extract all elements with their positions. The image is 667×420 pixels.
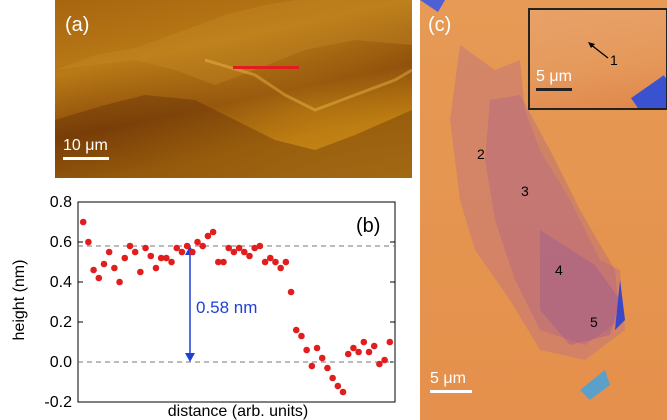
y-axis-label: height (nm) [11,260,28,341]
data-point [334,382,342,390]
data-point [189,248,196,256]
panel-a-scale-label: 10 μm [63,137,108,154]
y-tick-label: 0.4 [50,274,72,291]
data-point [105,248,113,256]
data-point [298,332,305,340]
data-point [230,248,238,256]
panel-a-scale-bar [63,157,109,160]
x-axis-label: distance (arb. units) [168,403,309,420]
afm-terraces [55,0,412,178]
marker-5: 5 [590,314,598,330]
data-point [355,348,362,356]
data-point [194,238,201,246]
height-profile-chart: -0.2 0.0 0.2 0.4 0.6 0.8 (b) 0.58 nm distance… [11,194,396,420]
inset-scale-label: 5 μm [536,68,572,85]
data-point [204,232,212,240]
afm-image-panel: (a) 10 μm [55,0,412,178]
data-point [215,258,222,266]
y-tick-label: -0.2 [44,394,72,411]
optical-image-panel: (c) 1 5 μm 2 3 4 5 5 μm [420,0,667,420]
data-point [324,364,331,372]
panel-c-scale-bar [430,390,472,393]
y-tick-label: 0.0 [50,354,72,371]
data-point [137,268,144,276]
height-annotation: 0.58 nm [196,298,257,317]
data-point [79,218,87,226]
data-point [209,228,217,236]
marker-4: 4 [555,262,563,278]
y-tick-labels: -0.2 0.0 0.2 0.4 0.6 0.8 [44,194,72,411]
data-point [376,360,383,368]
data-point [111,264,118,272]
data-point [303,346,310,354]
profile-line [233,66,299,69]
data-point [350,344,357,352]
data-point [287,288,295,296]
data-point [272,258,279,266]
y-tick-label: 0.8 [50,194,72,211]
data-point [292,326,300,334]
data-point [152,264,160,272]
data-point [318,354,326,362]
data-point [126,242,134,250]
data-point [168,258,175,266]
data-point [131,248,139,256]
data-point [344,350,352,358]
reference-lines [78,245,395,363]
data-point [381,356,388,364]
data-point [339,388,347,396]
plot-frame [77,201,396,403]
data-point [386,338,394,346]
y-tick-label: 0.6 [50,234,72,251]
y-tick-label: 0.2 [50,314,72,331]
flake-shapes [420,0,625,400]
data-point [90,266,97,274]
data-point [277,264,284,272]
data-point [365,348,373,356]
data-point [256,242,264,250]
data-point [370,342,378,350]
data-point [240,248,248,256]
data-point [282,258,290,266]
data-point [173,244,181,252]
data-point [225,244,233,252]
data-point [313,344,321,352]
panel-a-label: (a) [65,14,90,36]
data-point [157,254,165,262]
data-point [183,242,191,250]
height-arrow-head-bottom [185,353,195,362]
data-point [95,274,103,282]
data-point [147,252,155,260]
data-point [308,362,316,370]
data-point [266,254,274,262]
data-point [246,252,253,260]
data-point [163,254,170,262]
data-point [220,258,227,266]
marker-2: 2 [477,146,485,162]
data-points [79,218,394,396]
data-point [261,258,269,266]
data-point [142,244,149,252]
data-point [360,338,368,346]
data-point [116,278,123,286]
chart-axes [77,201,396,403]
data-point [121,254,129,262]
data-point [85,238,92,246]
panel-c-label: (c) [428,14,452,36]
marker-1-arrow [588,42,609,59]
data-point [100,260,108,268]
panel-b-label: (b) [356,215,380,237]
inset-image: 1 5 μm [528,8,667,110]
marker-1: 1 [610,52,618,68]
data-point [329,374,336,382]
data-point [178,248,186,256]
panel-c-scale-label: 5 μm [430,370,466,387]
data-point [235,244,243,252]
inset-scale-bar [536,88,572,91]
data-point [251,244,258,252]
marker-3: 3 [521,183,529,199]
data-point [199,242,207,250]
